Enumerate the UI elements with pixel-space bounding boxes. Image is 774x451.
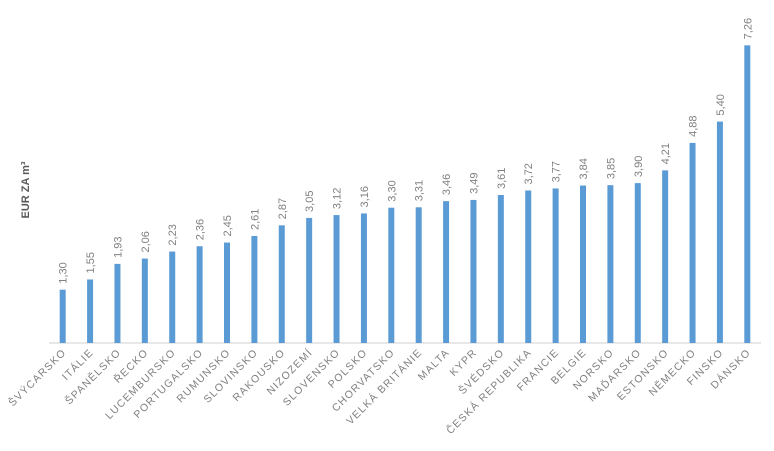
value-label: 3,16 [359, 186, 371, 207]
value-label: 3,12 [332, 188, 344, 209]
bar [196, 246, 203, 343]
bar [141, 258, 148, 343]
value-label: 2,06 [140, 231, 152, 252]
bar [662, 170, 669, 343]
bar [580, 185, 586, 343]
value-label: 3,49 [468, 172, 480, 193]
bar [224, 242, 230, 343]
value-label: 4,21 [660, 143, 672, 164]
bar [497, 194, 504, 343]
bar [470, 199, 477, 343]
value-label: 3,30 [386, 180, 398, 201]
bar [59, 289, 66, 343]
bar [716, 121, 723, 343]
value-label: 2,23 [167, 224, 179, 245]
value-label: 3,72 [523, 163, 535, 184]
bar [388, 207, 395, 343]
bar [744, 45, 751, 344]
bar [415, 207, 422, 343]
bar [443, 201, 450, 343]
value-label: 3,31 [414, 180, 426, 201]
bar [360, 213, 367, 343]
bar [525, 190, 532, 343]
bar [634, 183, 641, 343]
bar [607, 185, 614, 343]
value-label: 3,77 [551, 161, 563, 182]
bar [306, 217, 313, 343]
value-label: 1,30 [58, 262, 70, 283]
value-label: 1,93 [112, 236, 124, 257]
bar [251, 235, 258, 343]
value-label: 2,61 [249, 209, 261, 230]
bar [333, 215, 340, 343]
value-label: 3,46 [441, 174, 453, 195]
bar [169, 251, 176, 343]
y-axis-label: EUR ZA m³ [20, 161, 32, 218]
value-label: 7,26 [742, 18, 754, 39]
value-label: 2,87 [277, 198, 289, 219]
bar [278, 225, 285, 343]
value-label: 3,90 [633, 156, 645, 177]
x-tick-label: ŠVÝCARSKO [6, 346, 69, 409]
value-label: 2,36 [195, 219, 207, 240]
bar [87, 279, 94, 343]
value-label: 3,85 [605, 158, 617, 179]
value-label: 5,40 [715, 94, 727, 115]
value-label: 3,61 [496, 168, 508, 189]
value-label: 4,88 [688, 115, 700, 136]
value-label: 3,05 [304, 191, 316, 212]
bar [114, 263, 121, 343]
bar [552, 188, 559, 343]
value-label: 1,55 [85, 252, 97, 273]
value-label: 3,84 [578, 158, 590, 179]
value-label: 2,45 [222, 215, 234, 236]
bar [689, 142, 696, 343]
